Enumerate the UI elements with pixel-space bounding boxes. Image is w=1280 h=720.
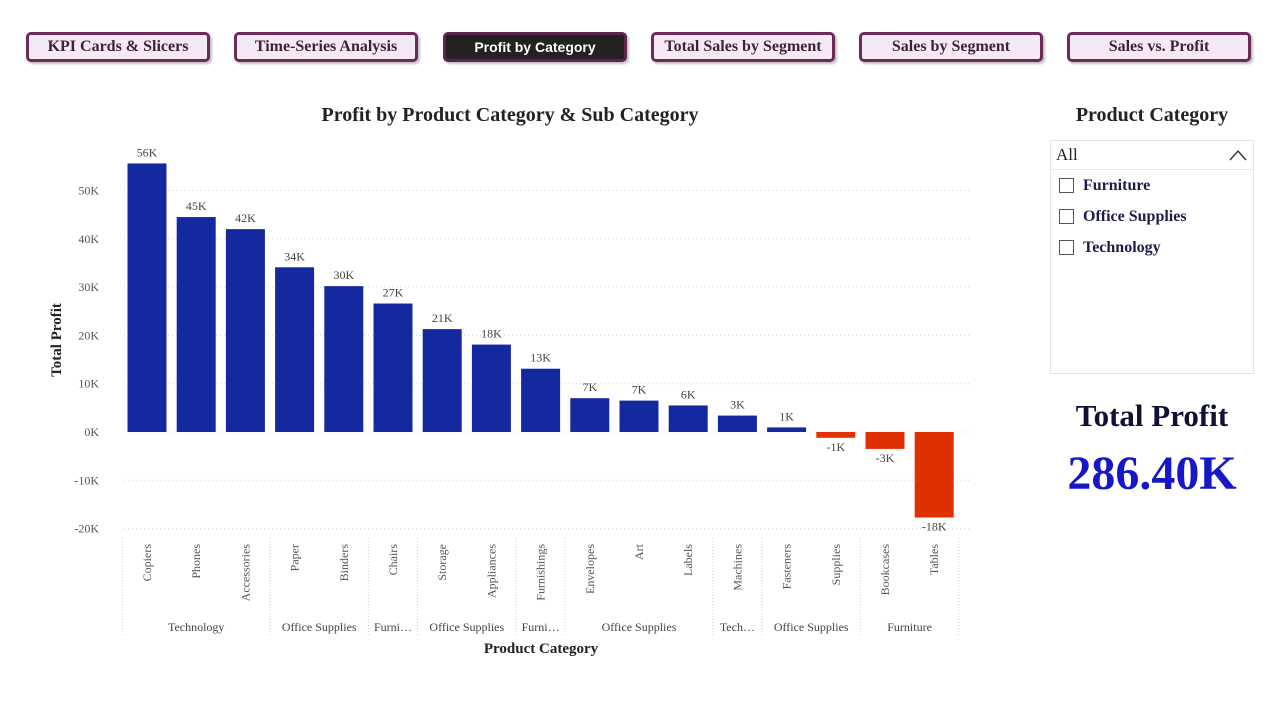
x-tick-label: Supplies (829, 544, 843, 586)
x-axis-title: Product Category (484, 641, 599, 657)
y-tick-label: 30K (78, 280, 99, 294)
x-tick-label: Phones (189, 544, 203, 579)
data-label: 7K (582, 380, 597, 394)
y-tick-label: 50K (78, 184, 99, 198)
data-label: 45K (186, 199, 207, 213)
slicer-item-label: Office Supplies (1083, 207, 1187, 225)
bar-machines (717, 415, 757, 432)
bar-accessories (225, 229, 265, 432)
checkbox[interactable] (1059, 240, 1074, 255)
group-label: Technology (168, 620, 224, 634)
chart-title: Profit by Product Category & Sub Categor… (321, 104, 699, 126)
group-label: Furni… (374, 620, 412, 634)
slicer-item-office-supplies[interactable]: Office Supplies (1051, 201, 1253, 232)
group-label: Office Supplies (602, 620, 677, 634)
bar-supplies (816, 432, 856, 438)
data-label: 6K (681, 387, 696, 401)
data-label: 30K (333, 268, 354, 282)
x-tick-label: Paper (288, 544, 302, 571)
group-label: Tech… (720, 620, 755, 634)
data-label: 56K (137, 145, 158, 159)
data-label: 42K (235, 211, 256, 225)
data-label: 34K (284, 249, 305, 263)
group-label: Office Supplies (774, 620, 849, 634)
bar-fasteners (767, 427, 807, 432)
group-label: Furniture (887, 620, 932, 634)
nav-button-profit-by-category[interactable]: Profit by Category (443, 32, 627, 62)
y-axis-title: Total Profit (49, 303, 65, 377)
nav-button-kpi-cards[interactable]: KPI Cards & Slicers (26, 32, 210, 62)
slicer-all-dropdown[interactable]: All (1051, 141, 1253, 170)
x-tick-label: Chairs (386, 544, 400, 576)
x-tick-label: Appliances (484, 544, 498, 598)
nav-button-total-sales-by-segment[interactable]: Total Sales by Segment (651, 32, 835, 62)
bar-phones (176, 217, 216, 432)
slicer-item-label: Technology (1083, 238, 1161, 256)
data-label: 7K (632, 383, 647, 397)
x-tick-label: Bookcases (878, 544, 892, 596)
slicer-title: Product Category (1075, 104, 1229, 126)
product-category-slicer: All Furniture Office Supplies Technology (1050, 140, 1254, 374)
data-label: 18K (481, 327, 502, 341)
y-tick-label: -20K (74, 522, 99, 536)
data-label: 27K (383, 286, 404, 300)
nav-button-time-series[interactable]: Time-Series Analysis (234, 32, 418, 62)
x-tick-label: Envelopes (583, 544, 597, 594)
x-tick-label: Art (632, 543, 646, 560)
slicer-item-label: Furniture (1083, 176, 1151, 194)
x-tick-label: Storage (435, 544, 449, 581)
nav-button-sales-by-segment[interactable]: Sales by Segment (859, 32, 1043, 62)
bar-art (619, 400, 659, 432)
x-tick-label: Furnishings (534, 544, 548, 601)
bar-envelopes (570, 398, 610, 432)
bar-storage (422, 329, 462, 432)
x-tick-label: Labels (681, 544, 695, 576)
y-tick-label: 40K (78, 232, 99, 246)
y-tick-label: 10K (78, 377, 99, 391)
bar-paper (275, 267, 315, 432)
data-label: -1K (826, 440, 845, 454)
x-tick-label: Binders (337, 544, 351, 582)
bar-bookcases (865, 432, 905, 449)
checkbox[interactable] (1059, 178, 1074, 193)
nav-button-sales-vs-profit[interactable]: Sales vs. Profit (1067, 32, 1251, 62)
chevron-up-icon (1229, 149, 1247, 161)
group-label: Office Supplies (282, 620, 357, 634)
x-tick-label: Tables (927, 544, 941, 575)
bar-chart: 50K 40K 30K 20K 10K 0K -10K -20K Total Profit 56K… (49, 145, 970, 657)
y-tick-label: 0K (84, 425, 99, 439)
data-label: -18K (922, 519, 947, 533)
x-tick-label: Machines (730, 544, 744, 591)
data-label: 1K (779, 409, 794, 423)
x-tick-label: Fasteners (780, 544, 794, 590)
checkbox[interactable] (1059, 209, 1074, 224)
bar-chairs (373, 303, 413, 432)
slicer-item-technology[interactable]: Technology (1051, 232, 1253, 263)
y-tick-label: -10K (74, 473, 99, 487)
group-label: Furni… (522, 620, 560, 634)
data-label: 13K (530, 351, 551, 365)
x-tick-label: Accessories (238, 544, 252, 602)
group-label: Office Supplies (429, 620, 504, 634)
bar-tables (914, 432, 954, 518)
slicer-all-label: All (1056, 145, 1078, 164)
data-label: 3K (730, 398, 745, 412)
data-label: 21K (432, 311, 453, 325)
x-tick-label: Copiers (140, 544, 154, 582)
kpi-label: Total Profit (1075, 398, 1229, 433)
bar-copiers (127, 163, 167, 432)
slicer-item-furniture[interactable]: Furniture (1051, 170, 1253, 201)
data-label: -3K (876, 451, 895, 465)
y-tick-label: 20K (78, 328, 99, 342)
bar-binders (324, 286, 364, 432)
bar-furnishings (521, 368, 561, 432)
kpi-value: 286.40K (1067, 447, 1237, 500)
bar-labels (668, 405, 708, 432)
bar-appliances (471, 344, 511, 432)
